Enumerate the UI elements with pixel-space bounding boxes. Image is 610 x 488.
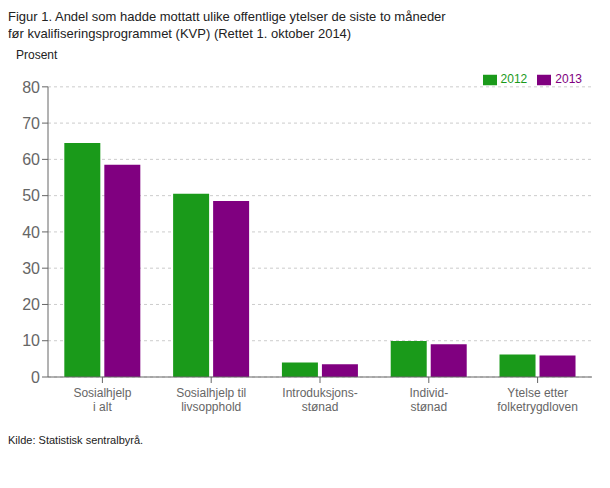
html-text:Prosent: Prosent	[16, 48, 58, 62]
html-text:før kvalifiseringsprogrammet (: før kvalifiseringsprogrammet (KVP) (Rett…	[8, 26, 352, 41]
svg-text:40: 40	[22, 224, 40, 241]
html-text:Kilde: Statistisk sentralbyrå.: Kilde: Statistisk sentralbyrå.	[8, 434, 144, 446]
svg-text:Sosialhjelpi alt: Sosialhjelpi alt	[73, 386, 131, 414]
svg-text:0: 0	[31, 369, 40, 386]
svg-text:Ytelse etterfolketrygdloven: Ytelse etterfolketrygdloven	[497, 386, 578, 414]
html-text:2012: 2012	[500, 72, 528, 86]
svg-text:Introduksjons-stønad: Introduksjons-stønad	[282, 386, 357, 414]
svg-text:20: 20	[22, 296, 40, 313]
svg-text:80: 80	[22, 79, 40, 96]
svg-text:70: 70	[22, 115, 40, 132]
svg-text:Sosialhjelp tillivsopphold: Sosialhjelp tillivsopphold	[176, 386, 246, 414]
html-text:Figur 1. Andel som hadde motta: Figur 1. Andel som hadde mottatt ulike o…	[8, 9, 446, 24]
svg-text:60: 60	[22, 151, 40, 168]
svg-text:50: 50	[22, 187, 40, 204]
svg-text:10: 10	[22, 332, 40, 349]
html-text:2013: 2013	[555, 72, 582, 86]
svg-text:30: 30	[22, 260, 40, 277]
svg-text:Individ-stønad: Individ-stønad	[409, 386, 448, 414]
